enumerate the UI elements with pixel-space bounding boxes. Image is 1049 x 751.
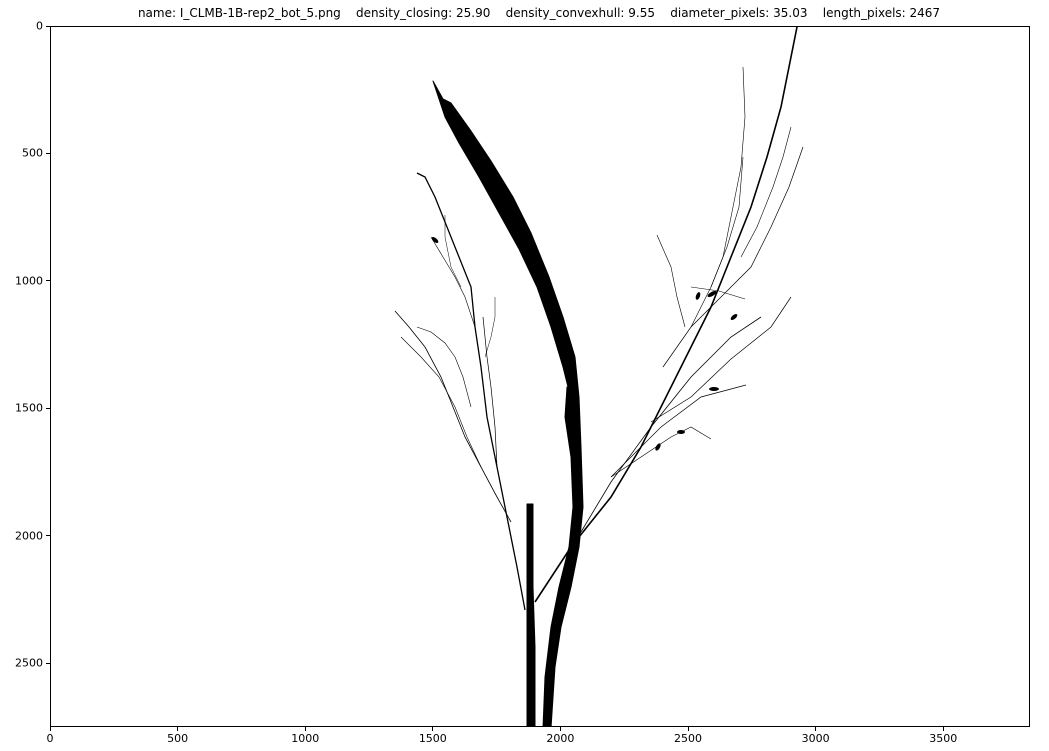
right-branch-7 [740,126,792,258]
x-tick-mark [815,727,817,731]
x-tick-mark [432,727,434,731]
seed-3 [707,290,717,298]
y-tick-label: 0 [36,19,43,33]
x-tick-mark [304,727,306,731]
seed-7 [655,443,661,451]
right-branch-4 [662,146,804,368]
x-tick-mark [942,727,944,731]
x-tick-label: 1000 [291,732,320,745]
thick-stalk-lower [542,386,584,726]
y-tick-mark [46,280,50,282]
x-tick-mark [49,727,51,731]
x-tick-label: 1500 [418,732,447,745]
y-tick-label: 1500 [15,401,43,415]
seed-6 [677,430,685,434]
x-tick-label: 2500 [674,732,703,745]
right-main-stem [534,27,798,603]
x-tick-label: 0 [46,732,54,745]
x-tick-label: 500 [167,732,189,745]
x-tick-label: 3500 [929,732,958,745]
y-tick-label: 500 [22,146,43,160]
right-branch-10 [690,286,746,300]
y-tick-mark [46,152,50,154]
right-branch-8 [656,234,686,328]
x-tick-mark [559,727,561,731]
figure-title: name: I_CLMB-1B-rep2_bot_5.png density_c… [137,6,941,20]
left-branch-7 [484,297,496,358]
y-tick-label: 2000 [15,529,43,543]
y-tick-label: 2500 [15,656,43,670]
y-tick-mark [46,407,50,409]
y-tick-mark [46,25,50,27]
straight-stalk [526,503,536,726]
y-tick-mark [46,535,50,537]
left-branch-2 [400,336,482,468]
x-tick-label: 2000 [546,732,575,745]
left-branch-1 [394,310,512,523]
plant-silhouette-image [394,27,804,726]
y-tick-label: 1000 [15,274,43,288]
right-branch-5 [690,156,744,328]
right-branch-9 [610,426,712,478]
seed-1 [431,237,439,243]
x-tick-label: 3000 [801,732,830,745]
seed-5 [709,387,719,391]
left-branch-4 [482,316,498,468]
right-branch-1 [580,316,762,533]
left-branch-5 [430,236,476,328]
seed-4 [730,314,738,320]
right-branch-6 [710,66,746,288]
right-branch-3 [650,296,792,423]
thick-stalk-upper [432,80,580,400]
seed-2 [695,292,701,300]
left-branch-3 [416,326,472,408]
y-tick-mark [46,662,50,664]
x-tick-mark [687,727,689,731]
image-plot-area [50,26,1030,727]
left-branch-6 [444,215,462,288]
x-tick-mark [177,727,179,731]
right-branch-2 [610,384,747,478]
